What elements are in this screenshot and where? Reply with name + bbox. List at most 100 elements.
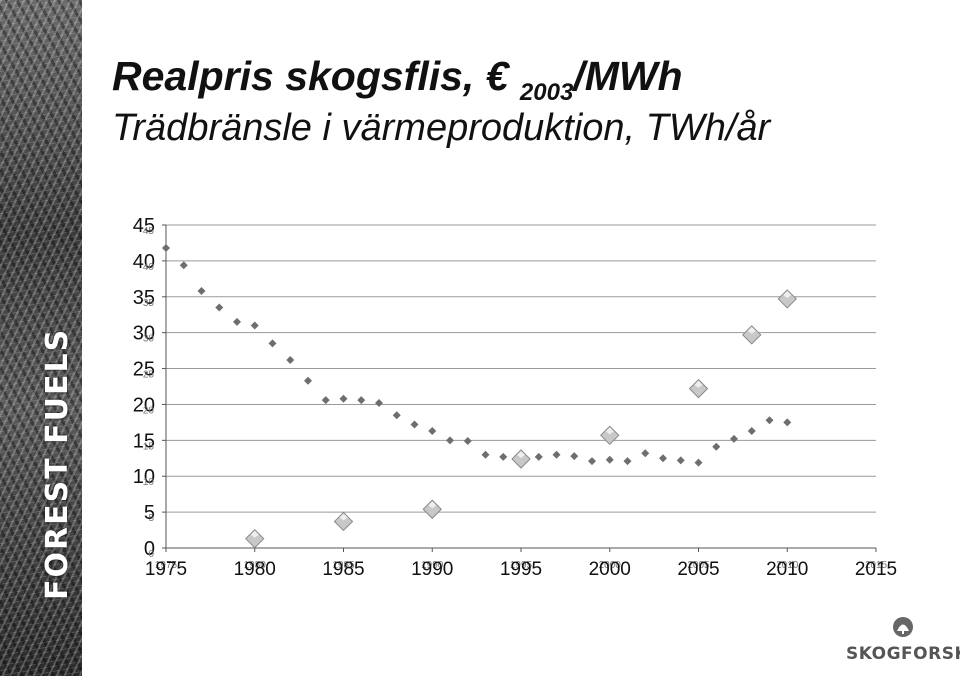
- y-tick-label: 25: [133, 359, 155, 381]
- data-point: [392, 411, 401, 420]
- y-tick-label: 35: [133, 287, 155, 309]
- data-point-highlight: [516, 450, 526, 459]
- x-tick-label-small: 1980: [244, 560, 267, 571]
- data-point: [712, 442, 721, 451]
- x-tick-label-small: 2005: [687, 560, 710, 571]
- data-point-large: [422, 499, 442, 519]
- y-tick-label: 40: [133, 251, 155, 273]
- data-point-large: [511, 449, 531, 469]
- data-point: [499, 452, 508, 461]
- x-tick-label-small: 2010: [776, 560, 799, 571]
- x-tick-label-small: 1995: [510, 560, 533, 571]
- data-point: [694, 458, 703, 467]
- y-tick-label-small: 35: [143, 298, 155, 309]
- data-point: [747, 427, 756, 436]
- y-tick-label-small: 25: [143, 370, 155, 381]
- data-point: [446, 436, 454, 445]
- data-point: [676, 456, 685, 465]
- y-tick-label: 0: [144, 538, 155, 560]
- title-unit: /MWh: [573, 53, 683, 99]
- data-point: [605, 455, 614, 464]
- y-tick-label-small: 5: [148, 513, 154, 524]
- data-point: [641, 449, 650, 458]
- y-tick-label: 45: [133, 215, 155, 237]
- axes: [162, 224, 877, 552]
- page-subtitle: Trädbränsle i värmeproduktion, TWh/år: [112, 107, 771, 149]
- data-point-highlight: [250, 530, 259, 538]
- data-point-large: [333, 511, 354, 532]
- y-tick-label: 20: [133, 394, 155, 416]
- title-subscript: 2003: [519, 79, 574, 106]
- x-tick-label-small: 1975: [155, 560, 178, 571]
- data-point-large: [688, 378, 709, 399]
- y-tick-label: 10: [133, 466, 155, 488]
- x-tick-label-small: 1985: [332, 560, 355, 571]
- data-point: [268, 339, 277, 348]
- side-photo: FOREST FUELS: [0, 0, 82, 676]
- x-tick-label: 1980: [234, 559, 276, 580]
- data-point: [428, 427, 437, 436]
- data-point: [250, 321, 259, 330]
- y-tick-label: 15: [133, 430, 155, 452]
- y-tick-label-small: 45: [143, 226, 155, 237]
- data-point: [357, 396, 366, 405]
- data-point-highlight: [694, 380, 703, 388]
- x-tick-label-small: 2015: [865, 560, 888, 571]
- grid-lines: [166, 224, 876, 513]
- data-point: [623, 457, 632, 466]
- x-tick-label: 2000: [589, 559, 631, 580]
- data-point-highlight: [428, 501, 437, 509]
- data-point: [783, 418, 792, 427]
- data-point: [570, 452, 579, 461]
- data-point: [588, 457, 596, 466]
- skogforsk-logo: SKOGFORSK: [846, 616, 960, 666]
- y-tick-label-small: 15: [143, 441, 155, 452]
- data-point: [534, 452, 543, 461]
- data-point: [375, 399, 383, 408]
- data-point: [162, 243, 170, 252]
- data-point: [339, 394, 348, 403]
- data-point: [215, 303, 224, 312]
- data-point: [463, 437, 472, 446]
- data-point: [765, 416, 774, 425]
- data-point-large: [742, 325, 762, 345]
- data-point: [410, 420, 419, 429]
- page-title: Realpris skogsflis, € 2003/MWh: [112, 52, 683, 105]
- x-tick-label-small: 1990: [421, 560, 444, 571]
- y-tick-label: 5: [144, 502, 155, 524]
- skogforsk-logo-icon: [893, 617, 913, 637]
- x-tick-label: 1995: [500, 559, 542, 580]
- data-point: [552, 450, 561, 459]
- data-point: [233, 317, 241, 326]
- data-point: [179, 261, 188, 270]
- data-point-highlight: [783, 290, 792, 299]
- data-point: [481, 450, 490, 459]
- y-tick-label-small: 30: [143, 334, 155, 345]
- data-point-large: [777, 289, 797, 309]
- data-point-large: [245, 528, 265, 549]
- x-tick-label: 2005: [677, 559, 719, 580]
- logo-text: SKOGFORSK: [846, 644, 960, 664]
- x-tick-label: 1990: [411, 559, 453, 580]
- data-point-highlight: [339, 513, 348, 521]
- x-tick-label: 2010: [766, 559, 808, 580]
- data-point: [730, 434, 738, 443]
- data-series: [162, 243, 797, 549]
- x-tick-label: 1985: [322, 559, 364, 580]
- y-tick-label-small: 10: [143, 477, 155, 488]
- data-point-large: [600, 425, 620, 446]
- data-point: [659, 454, 667, 463]
- data-point: [286, 355, 295, 364]
- x-tick-label-small: 2000: [599, 560, 622, 571]
- y-tick-label: 30: [133, 323, 155, 345]
- data-point-highlight: [747, 326, 756, 334]
- title-main: Realpris skogsflis, €: [112, 53, 520, 99]
- x-tick-label: 1975: [145, 559, 187, 580]
- y-tick-label-small: 40: [143, 262, 155, 273]
- y-tick-label-small: 0: [148, 549, 154, 560]
- data-point-highlight: [605, 427, 614, 435]
- y-tick-label-small: 20: [143, 405, 155, 416]
